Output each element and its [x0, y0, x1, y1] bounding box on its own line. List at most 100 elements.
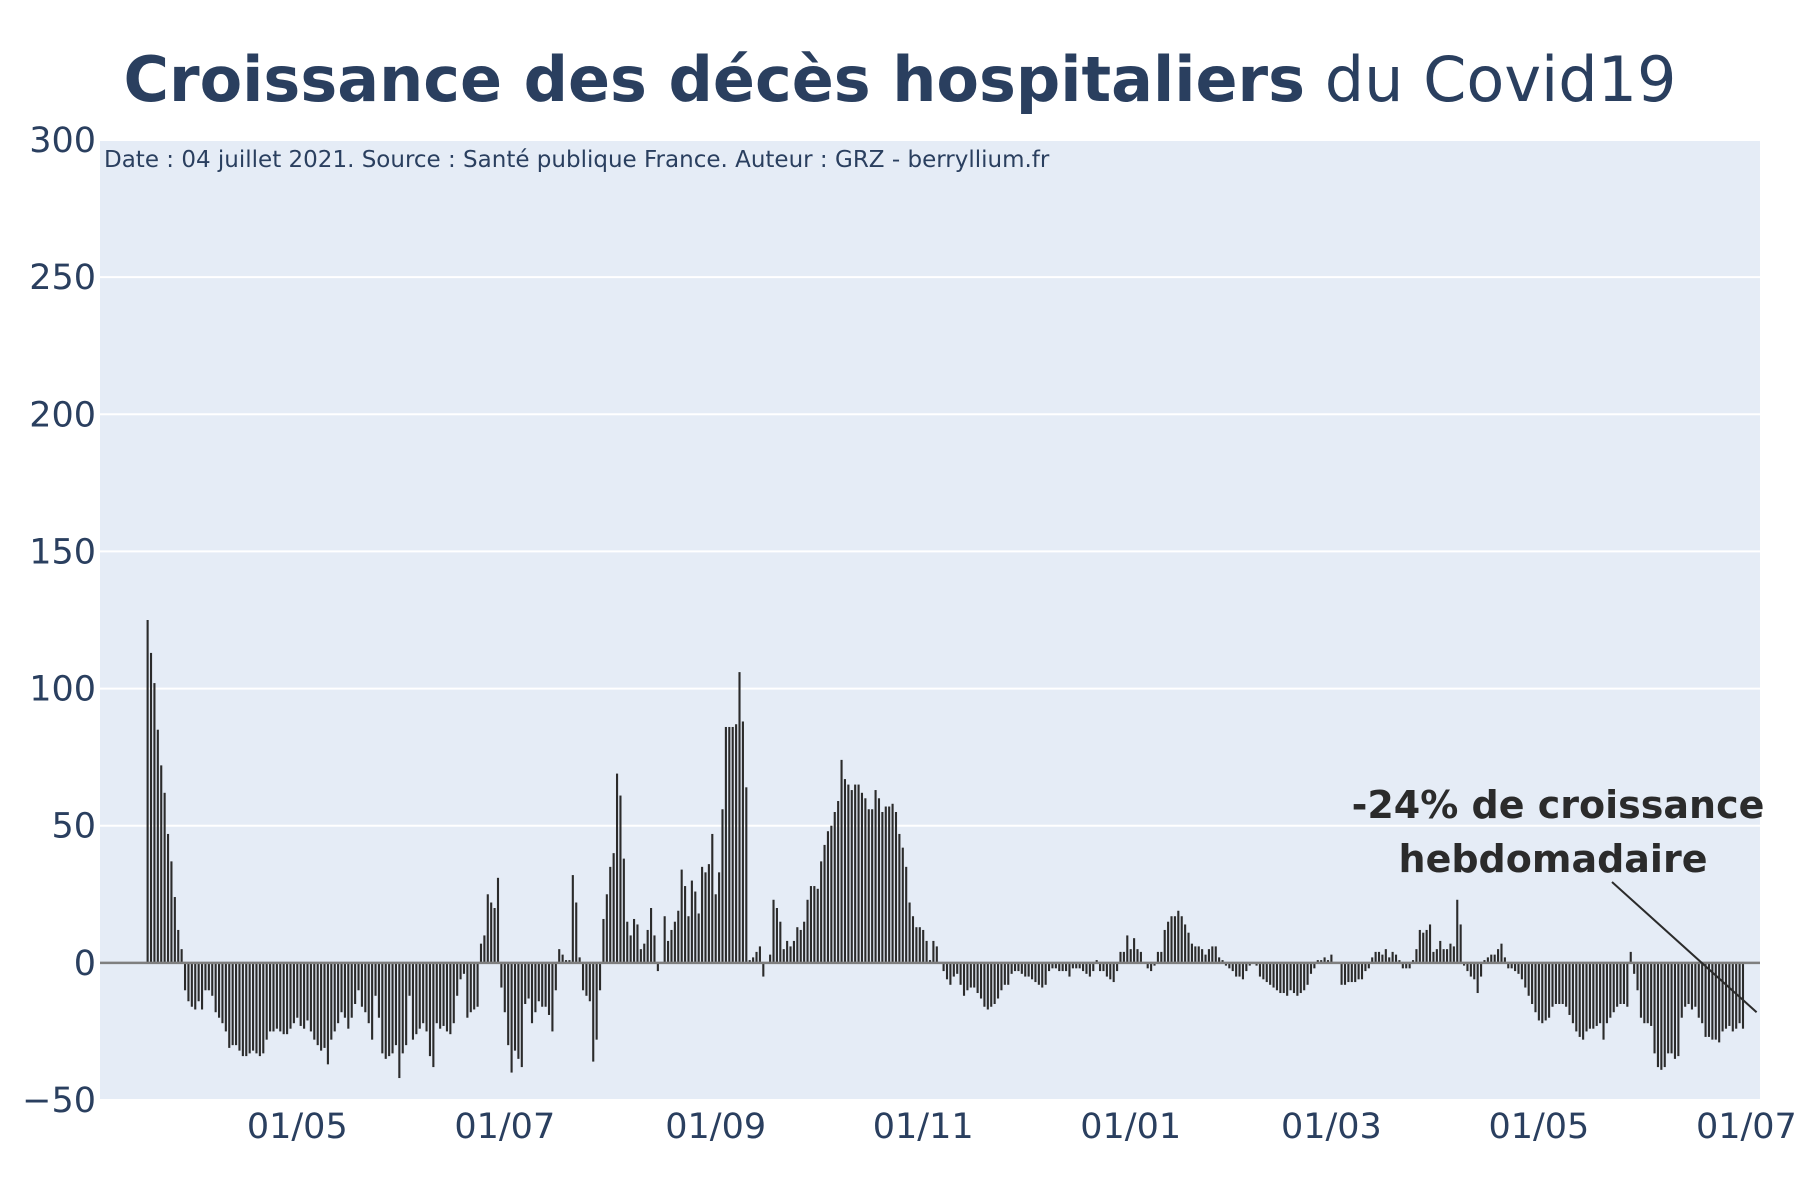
- bar: [170, 861, 173, 963]
- bar: [748, 960, 751, 963]
- bar: [381, 962, 384, 1054]
- bar: [1469, 962, 1472, 977]
- bar: [826, 831, 830, 963]
- bar: [568, 960, 571, 963]
- bar: [908, 902, 911, 963]
- bar: [228, 962, 231, 1048]
- bar: [1418, 929, 1421, 963]
- bar: [571, 875, 574, 963]
- bar: [684, 886, 687, 963]
- bar: [357, 962, 360, 991]
- bar: [490, 902, 493, 963]
- bar: [837, 801, 840, 963]
- bar: [439, 962, 442, 1029]
- bar: [1510, 962, 1513, 969]
- bar: [347, 962, 350, 1029]
- bar: [935, 946, 938, 963]
- bar: [364, 962, 367, 1013]
- bar: [1099, 962, 1102, 972]
- bar: [255, 962, 258, 1054]
- bar: [680, 869, 683, 963]
- bar: [1316, 960, 1319, 963]
- bar: [248, 962, 251, 1054]
- bar: [354, 962, 357, 1004]
- bar: [1724, 962, 1728, 1029]
- bar: [296, 962, 299, 1018]
- bar: [1020, 962, 1023, 974]
- bar: [646, 929, 649, 963]
- bar: [690, 880, 693, 963]
- bar: [694, 891, 697, 963]
- bar: [340, 962, 343, 1013]
- bar: [1275, 962, 1279, 991]
- bar: [850, 790, 853, 963]
- bar: [1201, 949, 1204, 963]
- bar: [959, 962, 962, 985]
- bar: [711, 833, 714, 963]
- bar: [1306, 962, 1309, 985]
- bar: [1609, 962, 1612, 1018]
- bar: [639, 949, 642, 963]
- bar: [377, 962, 380, 1018]
- bar: [881, 812, 884, 963]
- bar: [541, 962, 544, 1007]
- bar: [1718, 962, 1721, 1043]
- bar: [1030, 962, 1034, 980]
- bar: [1228, 962, 1231, 969]
- bar: [894, 812, 898, 963]
- bar: [1660, 962, 1663, 1070]
- bar: [1024, 962, 1027, 977]
- bar: [701, 866, 704, 963]
- bar: [1068, 962, 1071, 977]
- bar: [459, 962, 462, 980]
- bar: [1384, 949, 1387, 963]
- bar: [745, 787, 748, 963]
- bar: [1537, 962, 1540, 1021]
- bar: [1585, 962, 1588, 1032]
- bar: [1445, 949, 1449, 963]
- bar: [1112, 962, 1115, 983]
- bar: [847, 784, 850, 963]
- bar: [888, 806, 891, 963]
- bar: [241, 962, 244, 1057]
- bar: [479, 943, 483, 963]
- bar: [769, 954, 772, 963]
- bar: [456, 962, 459, 996]
- bar: [1126, 935, 1129, 963]
- bar: [993, 962, 996, 1004]
- bar: [405, 962, 408, 1046]
- bar: [1139, 951, 1142, 963]
- bar: [1711, 962, 1714, 1040]
- bar: [235, 962, 238, 1046]
- bar: [527, 962, 530, 999]
- bar: [1245, 962, 1248, 972]
- bar: [1680, 962, 1683, 1018]
- bar: [1629, 951, 1632, 963]
- bar: [1466, 962, 1469, 972]
- bar: [1616, 962, 1619, 1007]
- bar: [1507, 962, 1510, 969]
- bar: [942, 962, 945, 972]
- bar: [874, 790, 877, 963]
- bar: [564, 960, 568, 963]
- bar: [996, 962, 1000, 999]
- bar: [867, 809, 870, 963]
- bar: [1282, 962, 1285, 994]
- bar: [445, 962, 449, 1032]
- bar: [891, 803, 894, 963]
- bar: [1394, 954, 1398, 963]
- bar: [833, 812, 836, 963]
- bar: [932, 940, 935, 963]
- bar: [1663, 962, 1666, 1068]
- bar: [1486, 957, 1489, 963]
- bar: [534, 962, 537, 1013]
- bar: [473, 962, 476, 1010]
- bar: [486, 894, 489, 963]
- bar: [1639, 962, 1642, 1018]
- bar: [1343, 962, 1347, 985]
- bar: [1109, 962, 1112, 980]
- bar: [1599, 962, 1602, 1024]
- bar: [1235, 962, 1238, 977]
- bar: [262, 962, 265, 1054]
- bar: [1102, 962, 1105, 972]
